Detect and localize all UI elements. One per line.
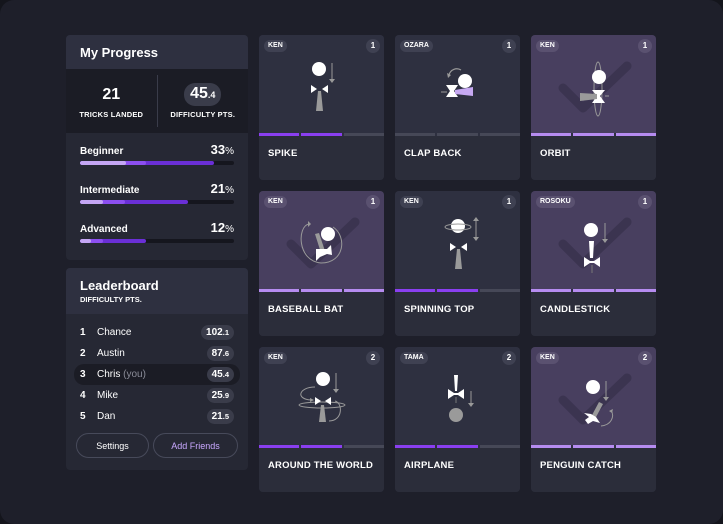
- trick-name: CANDLESTICK: [531, 292, 656, 336]
- level-name: Beginner: [80, 146, 124, 157]
- player-name: Austin: [97, 348, 125, 359]
- trick-illustration: [531, 35, 656, 133]
- progress-segments: [259, 445, 384, 448]
- rank: 4: [80, 390, 86, 401]
- tricks-landed-label: TRICKS LANDED: [79, 109, 144, 119]
- level-badge: 2: [366, 351, 380, 365]
- progress-segments: [395, 133, 520, 136]
- player-name: Dan: [97, 411, 116, 422]
- trick-name: SPIKE: [259, 136, 384, 180]
- level-badge: 1: [638, 195, 652, 209]
- player-name: Mike: [97, 390, 119, 401]
- score-badge: 102.1: [201, 325, 234, 340]
- score-badge: 45.4: [206, 367, 234, 382]
- level-percent: 33%: [210, 142, 234, 157]
- progress-segments: [395, 289, 520, 292]
- progress-segments: [259, 289, 384, 292]
- leaderboard-panel: Leaderboard DIFFICULTY PTS. 1 Chance 102…: [66, 268, 248, 470]
- level-badge: 1: [366, 195, 380, 209]
- tag-chip: OZARA: [400, 40, 433, 52]
- level-badge: 1: [638, 39, 652, 53]
- trick-card-airplane[interactable]: TAMA 2 AIRPLANE: [395, 347, 520, 492]
- score-badge: 25.9: [206, 388, 234, 403]
- level-beginner: Beginner 33%: [80, 141, 234, 165]
- tag-chip: TAMA: [400, 352, 428, 364]
- progress-header: My Progress: [66, 35, 248, 69]
- trick-name: PENGUIN CATCH: [531, 448, 656, 492]
- trick-card-clap-back[interactable]: OZARA 1 CLAP BACK: [395, 35, 520, 180]
- progress-segments: [531, 289, 656, 292]
- level-badge: 2: [502, 351, 516, 365]
- progress-segments: [395, 445, 520, 448]
- tricks-landed-stat: 21 TRICKS LANDED: [66, 69, 157, 133]
- trick-card-spike[interactable]: KEN 1 SPIKE: [259, 35, 384, 180]
- level-progress-bar: [80, 200, 234, 204]
- trick-name: BASEBALL BAT: [259, 292, 384, 336]
- level-name: Intermediate: [80, 185, 140, 196]
- rank: 3: [80, 369, 86, 380]
- progress-segments: [531, 133, 656, 136]
- leaderboard-header: Leaderboard DIFFICULTY PTS.: [66, 268, 248, 314]
- leaderboard-row[interactable]: 4 Mike 25.9: [74, 385, 240, 406]
- leaderboard-row-current-user[interactable]: 3 Chris (you) 45.4: [74, 364, 240, 385]
- level-progress-bar: [80, 239, 234, 243]
- tag-chip: KEN: [536, 352, 559, 364]
- tag-chip: KEN: [400, 196, 423, 208]
- trick-name: AIRPLANE: [395, 448, 520, 492]
- player-name: Chris (you): [97, 369, 146, 380]
- add-friends-button[interactable]: Add Friends: [153, 433, 238, 458]
- leaderboard-title: Leaderboard: [80, 278, 159, 293]
- level-badge: 1: [502, 195, 516, 209]
- progress-segments: [259, 133, 384, 136]
- level-badge: 1: [366, 39, 380, 53]
- trick-name: SPINNING TOP: [395, 292, 520, 336]
- rank: 2: [80, 348, 86, 359]
- tag-chip: KEN: [536, 40, 559, 52]
- level-progress-bar: [80, 161, 234, 165]
- rank: 1: [80, 327, 86, 338]
- level-badge: 2: [638, 351, 652, 365]
- trick-illustration: [531, 191, 656, 289]
- difficulty-stat: 45.4 DIFFICULTY PTS.: [156, 75, 249, 127]
- leaderboard-row[interactable]: 2 Austin 87.6: [74, 343, 240, 364]
- player-name: Chance: [97, 327, 132, 338]
- rank: 5: [80, 411, 86, 422]
- tag-chip: ROSOKU: [536, 196, 575, 208]
- tricks-landed-value: 21: [102, 85, 121, 103]
- level-list: Beginner 33% Intermediate 21% Advanced: [66, 133, 248, 243]
- trick-card-penguin-catch[interactable]: KEN 2 PENGUIN CATCH: [531, 347, 656, 492]
- trick-card-candlestick[interactable]: ROSOKU 1 CANDLESTICK: [531, 191, 656, 336]
- trick-name: ORBIT: [531, 136, 656, 180]
- level-advanced: Advanced 12%: [80, 219, 234, 243]
- score-badge: 87.6: [206, 346, 234, 361]
- level-percent: 21%: [210, 181, 234, 196]
- tag-chip: KEN: [264, 196, 287, 208]
- difficulty-label: DIFFICULTY PTS.: [170, 110, 236, 119]
- level-percent: 12%: [210, 220, 234, 235]
- trick-card-around-the-world[interactable]: KEN 2 AROUND THE WORLD: [259, 347, 384, 492]
- level-name: Advanced: [80, 224, 128, 235]
- settings-button[interactable]: Settings: [76, 433, 149, 458]
- trick-name: AROUND THE WORLD: [259, 448, 384, 492]
- leaderboard-actions: Settings Add Friends: [66, 427, 248, 458]
- leaderboard-subtitle: DIFFICULTY PTS.: [80, 295, 142, 304]
- trick-card-orbit[interactable]: KEN 1 ORBIT: [531, 35, 656, 180]
- tag-chip: KEN: [264, 352, 287, 364]
- leaderboard-row[interactable]: 1 Chance 102.1: [74, 322, 240, 343]
- trick-card-baseball-bat[interactable]: KEN 1 BASEBALL BAT: [259, 191, 384, 336]
- progress-segments: [531, 445, 656, 448]
- my-progress-panel: My Progress 21 TRICKS LANDED 45.4 DIFFIC…: [66, 35, 248, 260]
- level-badge: 1: [502, 39, 516, 53]
- leaderboard-row[interactable]: 5 Dan 21.5: [74, 406, 240, 427]
- leaderboard-list: 1 Chance 102.1 2 Austin 87.6 3 Chris (yo…: [66, 314, 248, 427]
- progress-title: My Progress: [80, 44, 159, 60]
- trick-card-spinning-top[interactable]: KEN 1 SPINNING TOP: [395, 191, 520, 336]
- difficulty-value: 45.4: [184, 83, 222, 106]
- level-intermediate: Intermediate 21%: [80, 180, 234, 204]
- stats-row: 21 TRICKS LANDED 45.4 DIFFICULTY PTS.: [66, 69, 248, 133]
- tag-chip: KEN: [264, 40, 287, 52]
- trick-name: CLAP BACK: [395, 136, 520, 180]
- score-badge: 21.5: [206, 409, 234, 424]
